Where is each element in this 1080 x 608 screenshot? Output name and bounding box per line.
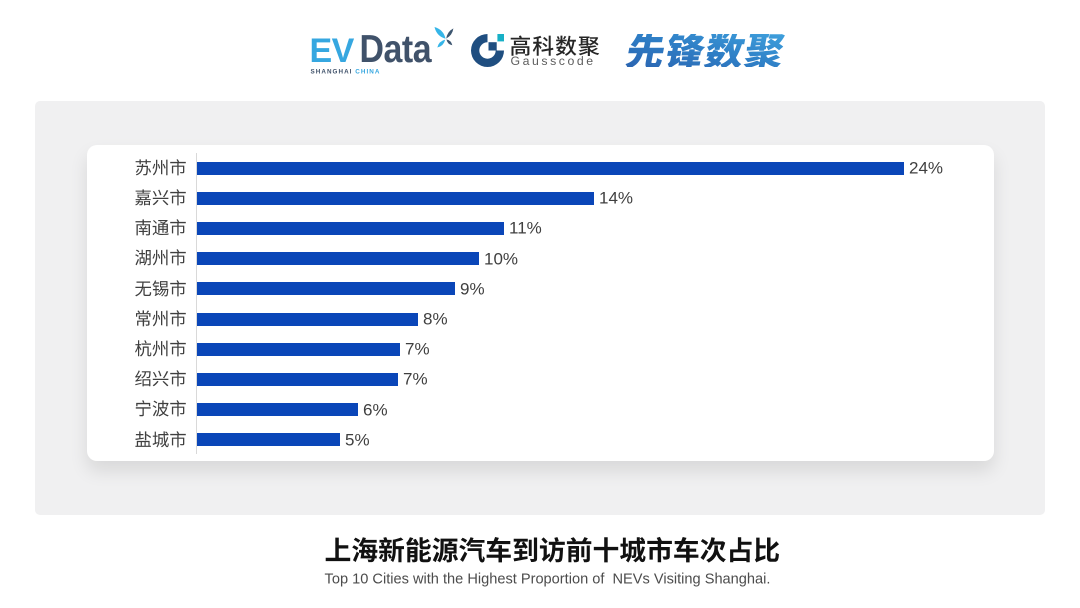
svg-text:9%: 9% bbox=[460, 279, 485, 298]
svg-text:10%: 10% bbox=[484, 249, 518, 268]
svg-text:SHANGHAI CHINA: SHANGHAI CHINA bbox=[311, 69, 381, 76]
svg-text:5%: 5% bbox=[345, 430, 370, 449]
svg-text:14%: 14% bbox=[599, 189, 633, 208]
svg-text:24%: 24% bbox=[909, 159, 943, 178]
svg-text:6%: 6% bbox=[363, 400, 388, 419]
svg-text:Top 10 Cities with the Highest: Top 10 Cities with the Highest Proportio… bbox=[325, 572, 771, 588]
svg-text:7%: 7% bbox=[403, 370, 428, 389]
svg-text:7%: 7% bbox=[405, 340, 430, 359]
svg-text:EV: EV bbox=[310, 32, 355, 70]
svg-text:8%: 8% bbox=[423, 310, 448, 329]
svg-text:11%: 11% bbox=[509, 219, 542, 238]
svg-text:Data: Data bbox=[360, 27, 433, 71]
svg-text:Gausscode: Gausscode bbox=[511, 54, 596, 68]
